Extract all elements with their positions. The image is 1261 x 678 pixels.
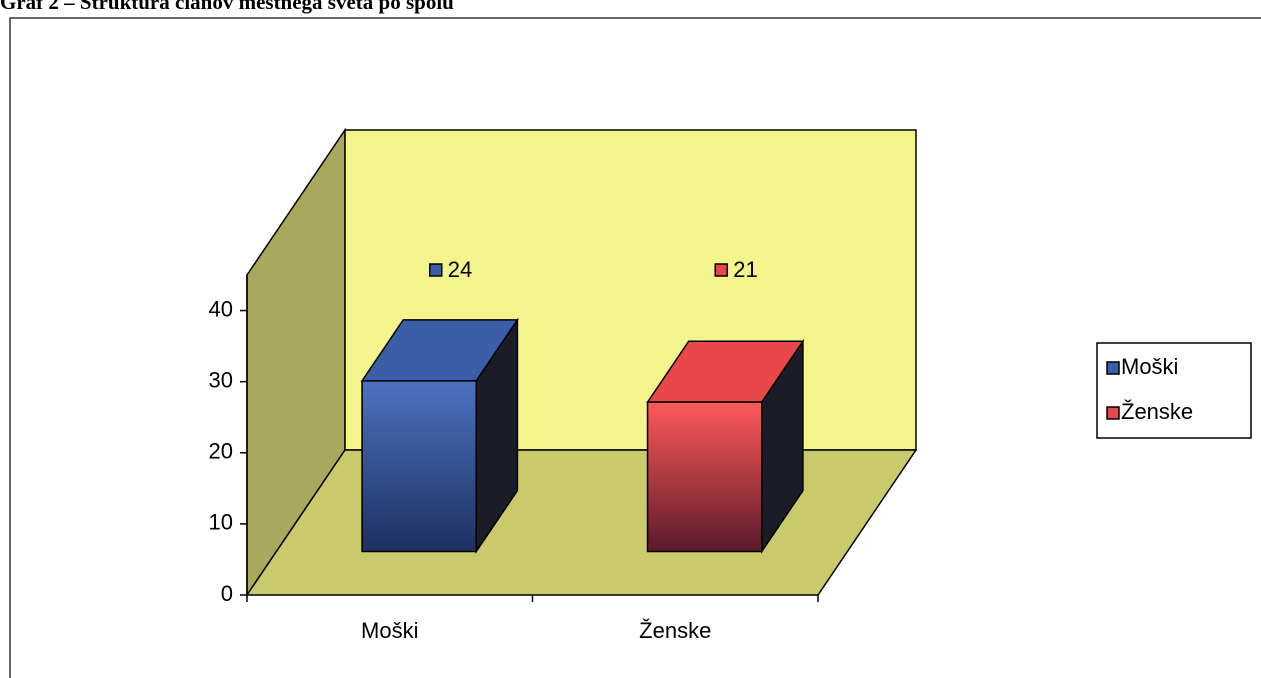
- bar-front: [646, 401, 763, 553]
- y-tick-label: 10: [209, 510, 233, 535]
- chart-frame: [9, 17, 1261, 678]
- x-tick-label: Moški: [361, 618, 418, 643]
- bar: [646, 338, 805, 554]
- y-tick-label: 20: [209, 439, 233, 464]
- legend-label: Ženske: [1121, 399, 1193, 424]
- data-label: 21: [733, 257, 757, 282]
- chart-title: Graf 2 – Struktura članov mestnega sveta…: [0, 0, 454, 14]
- y-tick-label: 30: [209, 367, 233, 392]
- bar: [360, 317, 519, 554]
- data-label-marker: [714, 263, 728, 277]
- x-tick-label: Ženske: [639, 618, 711, 643]
- data-label: 24: [448, 257, 472, 282]
- legend: [1096, 342, 1252, 439]
- bar-front: [361, 380, 477, 553]
- y-tick-label: 0: [221, 581, 233, 606]
- legend-label: Moški: [1121, 354, 1178, 379]
- y-tick-label: 40: [209, 296, 233, 321]
- data-label-marker: [429, 263, 443, 277]
- legend-marker: [1106, 406, 1120, 420]
- floor: [245, 449, 918, 596]
- legend-marker: [1106, 361, 1120, 375]
